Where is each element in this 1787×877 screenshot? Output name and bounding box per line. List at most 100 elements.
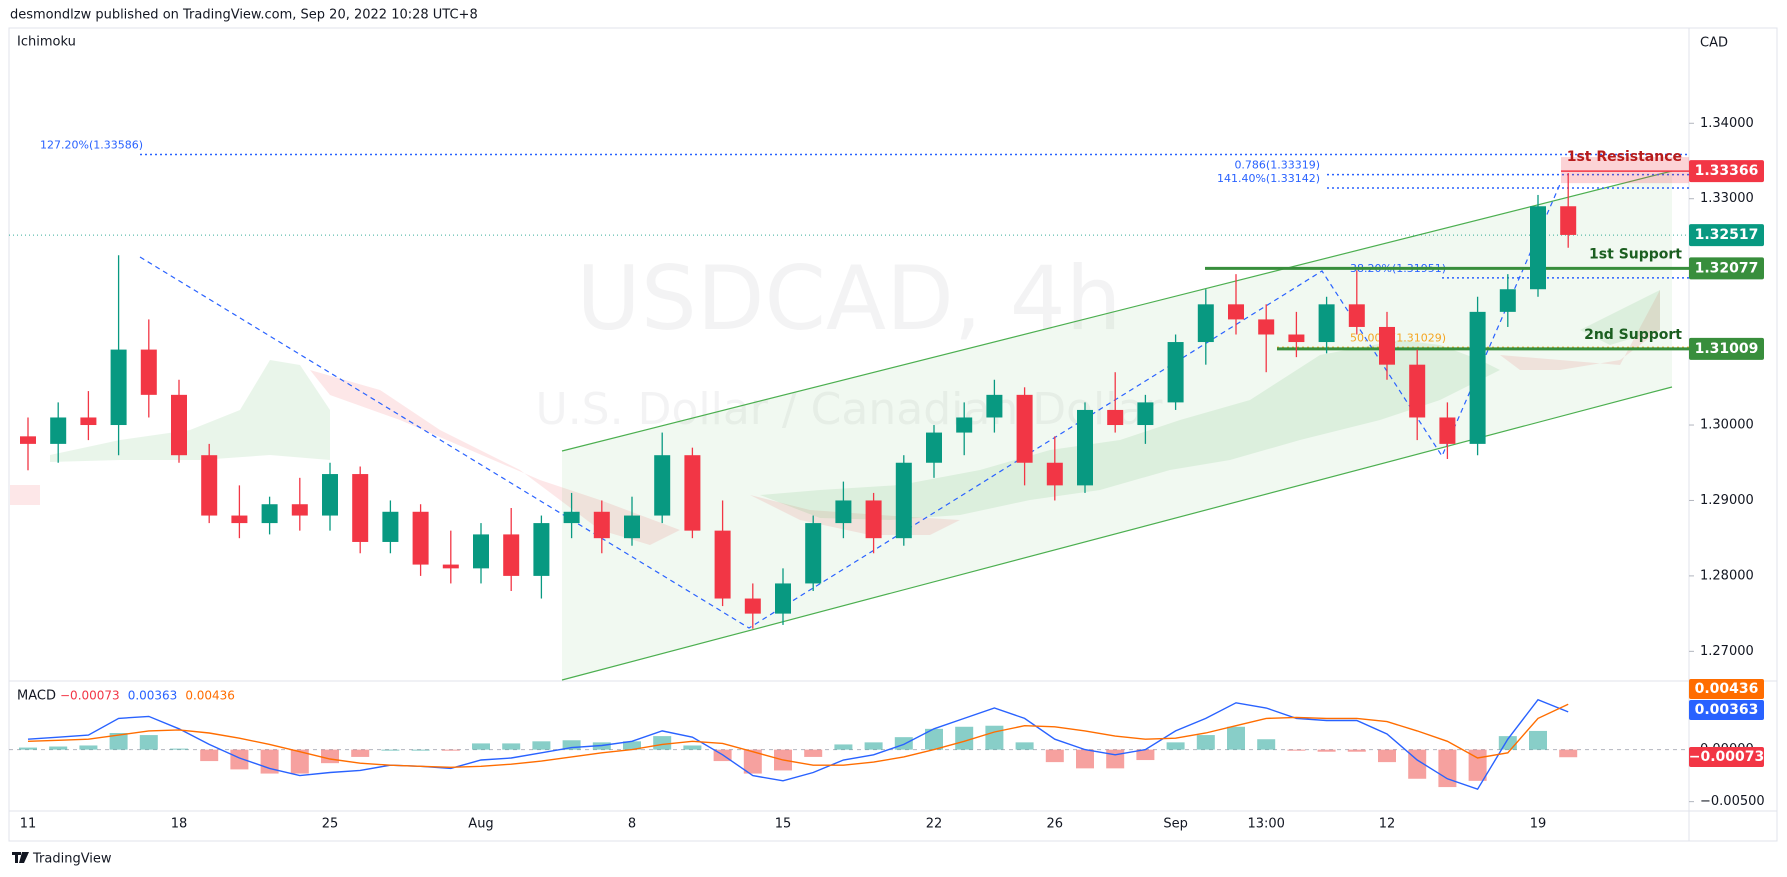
y-tick-label: 1.33000 (1700, 191, 1754, 206)
histogram-bar (49, 746, 68, 750)
candle-body (926, 432, 942, 463)
candle-body (1439, 417, 1456, 444)
candle-body (1409, 364, 1426, 418)
histogram-bar (1045, 749, 1064, 763)
histogram-bar (1136, 749, 1155, 761)
x-tick-label: 13:00 (1247, 817, 1284, 832)
ichimoku-cloud (310, 370, 680, 545)
candle-body (382, 511, 399, 542)
candle-body (624, 515, 640, 539)
candle-body (110, 349, 127, 426)
histogram-bar (170, 748, 188, 750)
histogram-bar (532, 741, 551, 750)
fib-swing-line (139, 181, 1562, 629)
x-tick-label: 19 (1530, 817, 1547, 832)
fib-label: 141.40%(1.33142) (1217, 172, 1320, 185)
macd-badge (1689, 747, 1764, 767)
ichimoku-cloud (10, 485, 40, 505)
macd-badge-label: 0.00436 (1695, 681, 1759, 697)
macd-title: MACD (17, 689, 56, 704)
fib-label: 0.786(1.33319) (1234, 159, 1320, 172)
histogram-bar (109, 733, 128, 750)
histogram-bar (743, 749, 762, 774)
histogram-bar (1166, 742, 1185, 750)
candle-body (1167, 342, 1184, 403)
candle-body (1348, 304, 1365, 327)
histogram-bar (955, 726, 974, 750)
histogram-bar (1287, 749, 1306, 751)
candle-body (1499, 289, 1516, 312)
candle-body (1107, 409, 1124, 426)
axes: 1.270001.280001.290001.300001.310001.320… (20, 116, 1765, 832)
histogram-bar (502, 743, 521, 750)
macd-badge-label: 0.00363 (1695, 702, 1759, 718)
histogram-bar (683, 745, 702, 750)
x-tick-label: Sep (1163, 817, 1188, 832)
candle-body (201, 455, 218, 516)
x-tick-label: 8 (628, 817, 636, 832)
candle-body (1137, 402, 1154, 426)
y-tick-label: 1.28000 (1700, 568, 1754, 583)
channel-line (561, 170, 1673, 452)
x-tick-label: 15 (775, 817, 792, 832)
histogram-bar (925, 728, 943, 750)
y-tick-label: 1.29000 (1700, 493, 1754, 508)
histogram-bar (472, 743, 490, 750)
candle-body (1560, 206, 1577, 235)
histogram-bar (1257, 739, 1276, 750)
ichimoku-cloud (1500, 290, 1660, 370)
x-tick-label: 18 (171, 817, 188, 832)
x-tick-label: 26 (1047, 817, 1064, 832)
histogram-bar (985, 725, 1004, 750)
histogram-bar (1378, 749, 1396, 763)
candle-body (1288, 334, 1305, 343)
histogram-bar (79, 745, 98, 750)
watermark-name: U.S. Dollar / Canadian Dollar (535, 384, 1163, 435)
fib-label: 127.20%(1.33586) (40, 139, 143, 152)
histogram-bar (1559, 749, 1578, 758)
candle-body (654, 455, 671, 516)
histogram-bar (19, 747, 37, 750)
candle-body (1077, 409, 1093, 486)
candle-body (352, 474, 369, 542)
ichimoku-cloud (50, 360, 330, 462)
histogram-bar (411, 749, 430, 751)
x-tick-label: 12 (1379, 817, 1396, 832)
macd-legend-value: 0.00363 (128, 689, 178, 703)
x-tick-label: 11 (20, 817, 37, 832)
histogram-bar (200, 749, 219, 762)
macd-pane (9, 698, 1689, 791)
candle-body (291, 504, 308, 516)
histogram-bar (562, 740, 581, 750)
resistance-zone (1561, 157, 1689, 184)
histogram-bar (290, 749, 309, 774)
histogram-bar (1076, 749, 1094, 769)
histogram-bar (139, 735, 158, 750)
candle-body (1379, 326, 1395, 365)
histogram-bar (351, 749, 370, 757)
fib-label: 50.00%(1.31029) (1350, 331, 1446, 344)
level-label: 2nd Support (1584, 327, 1682, 343)
channel-line (561, 386, 1673, 681)
ichimoku-cloud (760, 340, 1500, 520)
histogram-bar (1438, 749, 1457, 788)
macd-badge (1689, 679, 1764, 699)
candle-body (775, 583, 791, 614)
price-badge-label: 1.33366 (1695, 163, 1759, 179)
histogram-bar (230, 749, 249, 770)
channel-fill (562, 171, 1672, 680)
candle-body (1016, 394, 1033, 463)
x-tick-label: 25 (322, 817, 339, 832)
price-badge-label: 1.32517 (1695, 227, 1759, 243)
price-badge (1689, 337, 1764, 360)
candle-body (865, 500, 882, 539)
level-label: 1st Support (1589, 246, 1682, 262)
price-pane: 127.20%(1.33586) 0.786(1.33319)141.40%(1.… (9, 139, 1689, 629)
y-tick-label: 1.34000 (1700, 116, 1754, 131)
y-tick-label: −0.00500 (1700, 794, 1765, 809)
candle-body (1530, 206, 1546, 290)
candle-body (231, 515, 248, 524)
frame (8, 27, 1778, 842)
